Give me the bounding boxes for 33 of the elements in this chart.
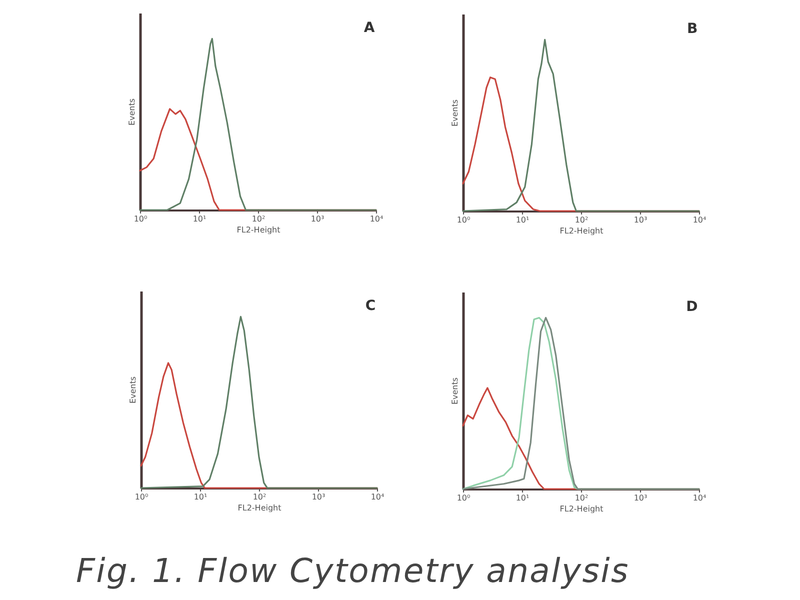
x-tick-label: 10⁴	[692, 494, 706, 502]
caption: Fig. 1. Flow Cytometry analysis	[76, 551, 630, 590]
x-axis-title: FL2-Height	[238, 504, 282, 512]
x-tick-label: 10¹	[516, 494, 530, 502]
x-tick-label: 10⁰	[456, 494, 470, 502]
x-tick-label: 10¹	[516, 216, 530, 224]
x-tick-label: 10²	[574, 494, 588, 502]
x-tick-label: 10⁴	[370, 214, 384, 224]
x-tick-label: 10⁴	[370, 492, 384, 502]
y-axis-title: Events	[128, 376, 138, 404]
y-axis-title: Events	[450, 377, 460, 405]
x-tick-label: 10⁰	[456, 216, 470, 224]
x-tick-label: 10⁴	[692, 216, 706, 224]
x-tick-label: 10³	[310, 214, 324, 224]
x-tick-label: 10¹	[192, 214, 206, 224]
x-tick-label: 10⁰	[134, 492, 148, 502]
x-axis-title: FL2-Height	[236, 226, 280, 234]
x-axis-title: FL2-Height	[560, 504, 604, 514]
x-tick-label: 10³	[312, 492, 326, 502]
x-axis-title: FL2-Height	[560, 226, 604, 236]
chart-title: D	[686, 299, 698, 315]
x-tick-label: 10³	[634, 216, 648, 224]
x-tick-label: 10³	[634, 494, 648, 502]
y-axis-title: Events	[450, 99, 460, 127]
chart-title: C	[365, 298, 376, 314]
x-tick-label: 10²	[252, 214, 266, 224]
chart-title: A	[364, 20, 375, 36]
x-tick-label: 10¹	[194, 492, 208, 502]
y-axis-title: Events	[128, 98, 136, 126]
x-tick-label: 10²	[252, 492, 266, 502]
chart-title: B	[687, 21, 698, 37]
x-tick-label: 10²	[574, 216, 588, 224]
x-tick-label: 10⁰	[134, 214, 148, 224]
